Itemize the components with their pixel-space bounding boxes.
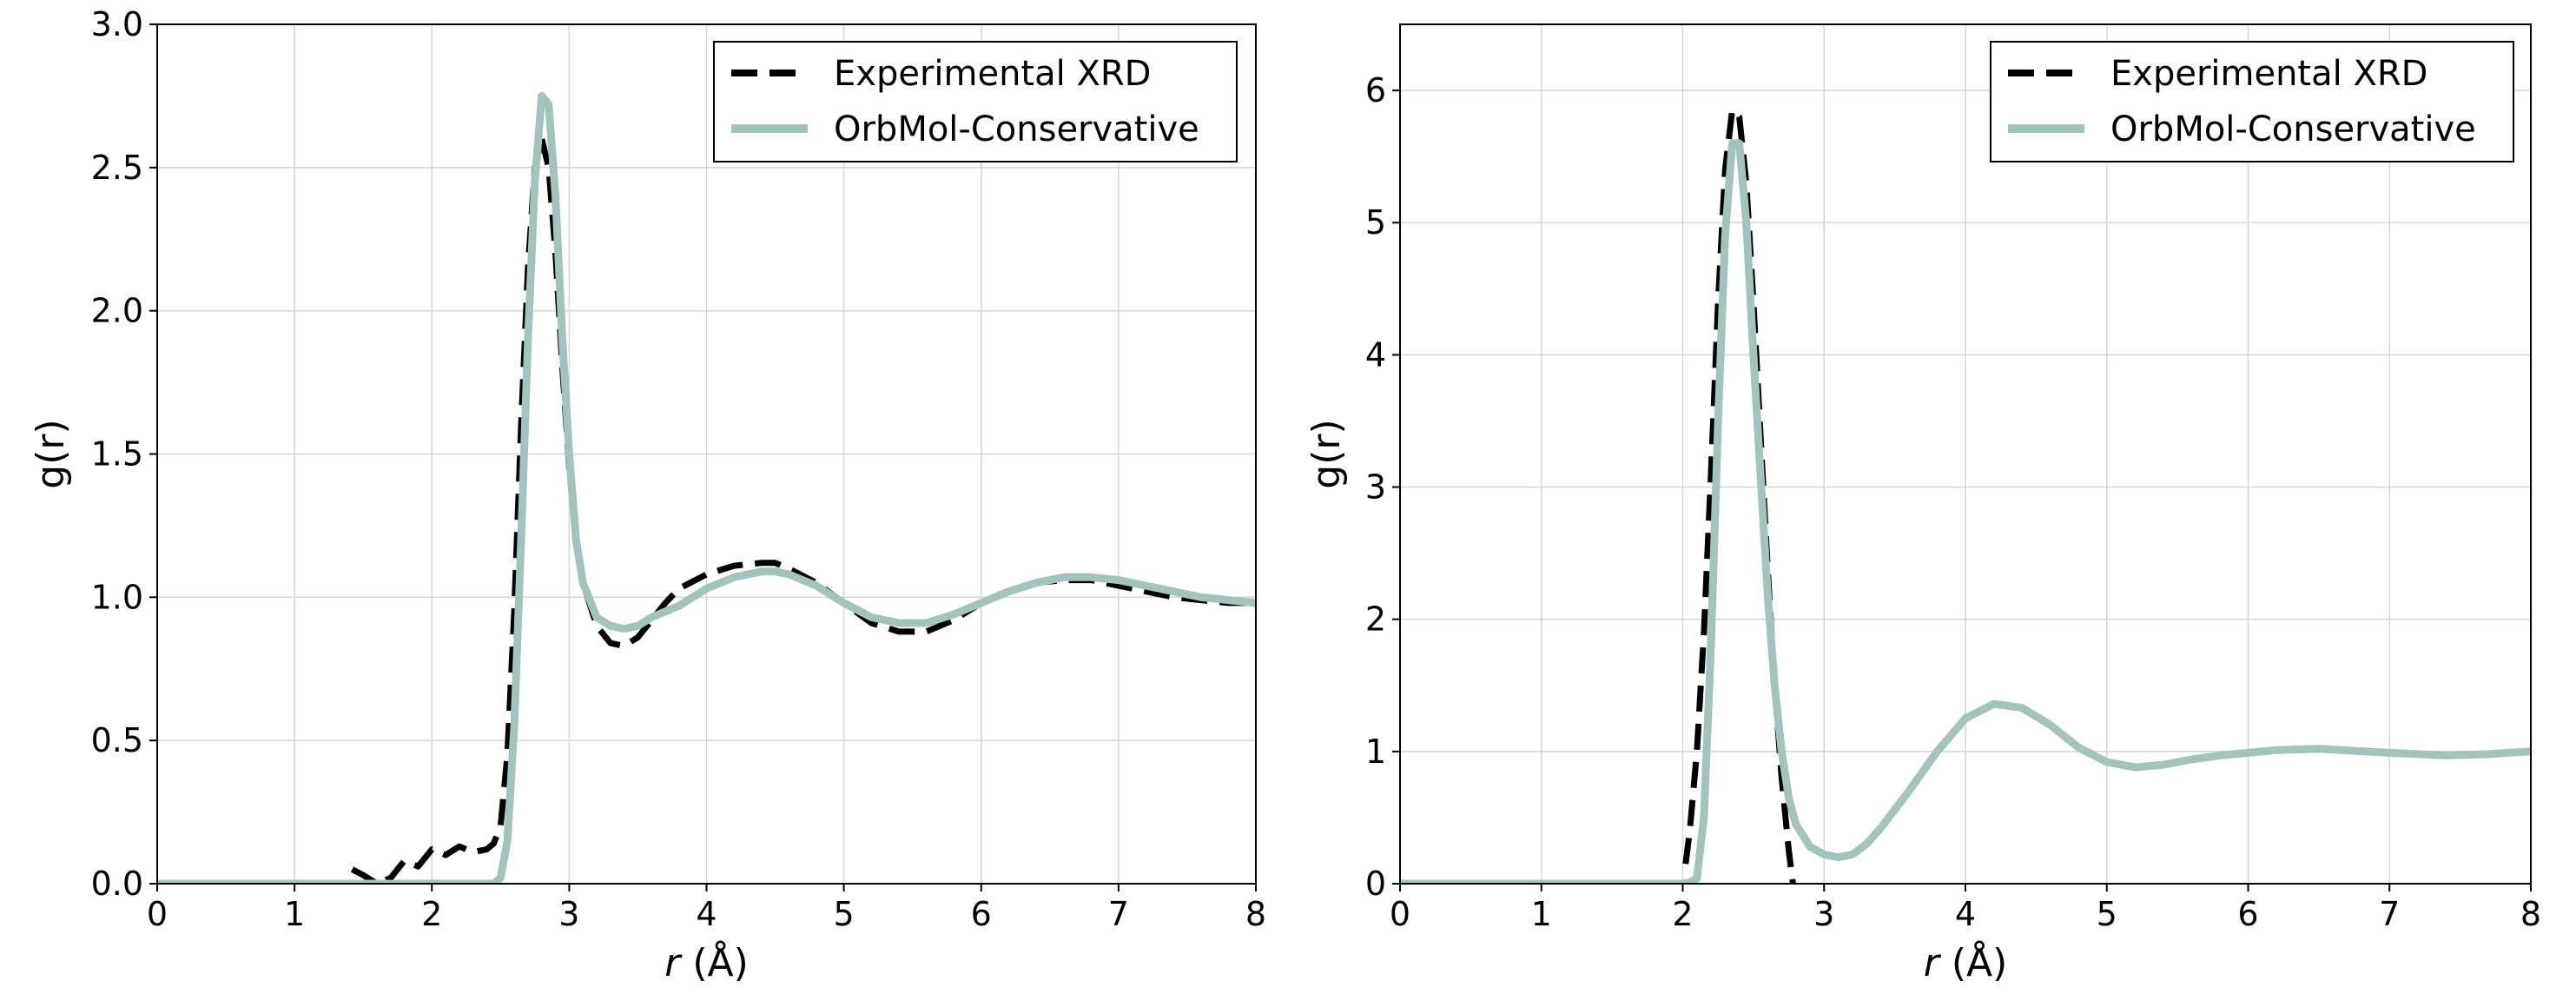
- orbmol-conservative-line: [157, 91, 1256, 884]
- x-tick-label: 5: [834, 895, 855, 933]
- x-tick-label: 7: [1108, 895, 1129, 933]
- series-group: [1400, 107, 2531, 884]
- x-tick-label: 6: [2237, 895, 2258, 933]
- x-tick-label: 8: [1245, 895, 1266, 933]
- y-axis-label: g(r): [1305, 419, 1349, 488]
- y-tick-label: 0.5: [91, 721, 143, 759]
- y-tick-label: 1.5: [91, 435, 143, 474]
- x-tick-label: 0: [1390, 895, 1410, 933]
- legend-box: [713, 41, 1238, 162]
- right-panel: 0 1 2 3 4 5 6 7 8 0 1 2 3 4 5 6 r (Å) g(r) Experimental XR…: [1305, 23, 2541, 985]
- legend-box: [1990, 41, 2514, 162]
- y-tick-label: 6: [1365, 71, 1386, 109]
- y-tick-label: 1.0: [91, 578, 143, 616]
- x-tick-label: 1: [284, 895, 305, 933]
- left-panel: 0 1 2 3 4 5 6 7 8 0.0 0.5 1.0 1.5 2.0 2.5 3.0 r (Å) g(r) E…: [29, 5, 1266, 985]
- x-tick-label: 4: [696, 895, 717, 933]
- y-tick-label: 3: [1365, 468, 1386, 507]
- x-tick-label: 5: [2097, 895, 2117, 933]
- legend-label-orbmol-conservative: OrbMol-Conservative: [2110, 109, 2476, 149]
- x-tick-label: 6: [971, 895, 992, 933]
- y-tick-label: 5: [1365, 203, 1386, 242]
- x-tick-label: 1: [1531, 895, 1552, 933]
- y-tick-label: 2.5: [91, 149, 143, 187]
- legend: Experimental XRD OrbMol-Conservative: [713, 41, 1238, 162]
- x-axis-label-unit: (Å): [1939, 939, 2007, 985]
- x-axis-label-variable: r: [664, 941, 683, 985]
- experimental-xrd-line: [1682, 107, 1796, 884]
- y-axis-label: g(r): [29, 419, 73, 488]
- y-tick-label: 0.0: [91, 865, 143, 903]
- legend-label-orbmol-conservative: OrbMol-Conservative: [834, 109, 1199, 149]
- x-tick-label: 4: [1955, 895, 1976, 933]
- x-tick-label: 2: [1672, 895, 1693, 933]
- orbmol-conservative-line: [1400, 139, 2531, 884]
- y-tick-label: 1: [1365, 733, 1386, 771]
- legend-label-experimental-xrd: Experimental XRD: [834, 54, 1151, 94]
- x-tick-label: 3: [558, 895, 579, 933]
- y-tick-label: 3.0: [91, 5, 143, 43]
- x-axis-label-unit: (Å): [680, 939, 748, 985]
- y-tick-label: 2.0: [91, 292, 143, 330]
- x-tick-label: 0: [147, 895, 168, 933]
- y-tick-label: 4: [1365, 335, 1386, 374]
- x-axis-label-variable: r: [1924, 941, 1942, 985]
- x-tick-label: 2: [421, 895, 442, 933]
- x-tick-label: 8: [2520, 895, 2541, 933]
- x-tick-label: 7: [2379, 895, 2400, 933]
- x-axis-label: r (Å): [664, 939, 749, 985]
- y-tick-label: 0: [1365, 865, 1386, 903]
- y-tick-label: 2: [1365, 600, 1386, 639]
- legend-label-experimental-xrd: Experimental XRD: [2110, 54, 2427, 94]
- x-tick-label: 3: [1813, 895, 1834, 933]
- series-group: [157, 91, 1256, 884]
- x-axis-label: r (Å): [1924, 939, 2008, 985]
- legend: Experimental XRD OrbMol-Conservative: [1990, 41, 2514, 162]
